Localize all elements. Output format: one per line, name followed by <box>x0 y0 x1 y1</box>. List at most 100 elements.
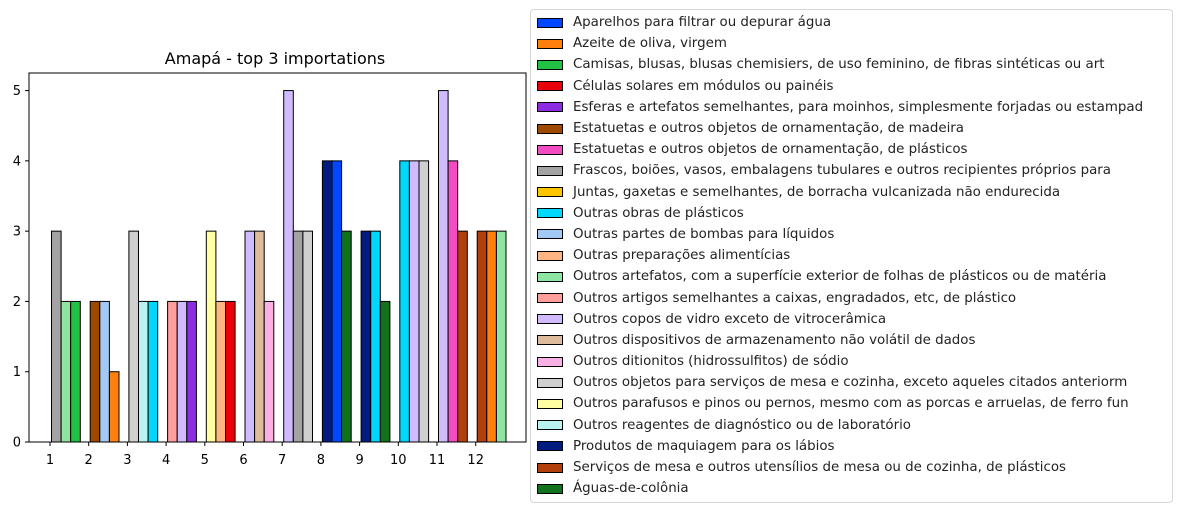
bar-11-3 <box>457 230 468 443</box>
legend-item: Outras preparações alimentícias <box>537 245 1172 266</box>
bar-11-1 <box>438 90 449 443</box>
x-tick-label: 8 <box>317 453 325 468</box>
bar-5-3 <box>225 300 236 443</box>
y-tick-label: 0 <box>13 436 21 451</box>
legend-swatch <box>537 208 563 219</box>
y-tick-label: 2 <box>13 295 21 310</box>
x-tick-label: 6 <box>239 453 247 468</box>
legend-item: Outras partes de bombas para líquidos <box>537 224 1172 245</box>
legend-swatch <box>537 250 563 261</box>
bar-7-3 <box>302 230 313 443</box>
legend-item: Águas-de-colônia <box>537 478 1172 499</box>
legend-item: Azeite de oliva, virgem <box>537 33 1172 54</box>
bar-7-1 <box>283 90 294 443</box>
legend-label: Frascos, boiões, vasos, embalagens tubul… <box>573 163 1112 179</box>
legend-label: Outros reagentes de diagnóstico ou de la… <box>573 417 911 433</box>
legend-label: Outros copos de vidro exceto de vitrocer… <box>573 311 887 327</box>
legend-swatch <box>537 293 563 304</box>
x-tick-label: 1 <box>46 453 54 468</box>
legend-item: Outros parafusos e pinos ou pernos, mesm… <box>537 393 1172 414</box>
legend-label: Outros objetos para serviços de mesa e c… <box>573 375 1128 391</box>
legend-item: Outros artefatos, com a superfície exter… <box>537 266 1172 287</box>
x-tick-label: 5 <box>201 453 209 468</box>
bar-4-3 <box>186 300 197 443</box>
bar-8-2 <box>331 160 343 443</box>
x-tick-label: 10 <box>390 453 407 468</box>
legend-swatch <box>537 187 563 198</box>
legend-label: Camisas, blusas, blusas chemisiers, de u… <box>573 57 1105 73</box>
legend-item: Outros dispositivos de armazenamento não… <box>537 330 1172 351</box>
legend-item: Juntas, gaxetas e semelhantes, de borrac… <box>537 182 1172 203</box>
bar-12-3 <box>495 230 507 443</box>
legend-swatch <box>537 420 563 431</box>
y-axis: 0 1 2 3 4 5 <box>13 84 29 451</box>
legend-label: Esferas e artefatos semelhantes, para mo… <box>573 99 1144 115</box>
legend-item: Células solares em módulos ou painéis <box>537 76 1172 97</box>
legend-label: Estatuetas e outros objetos de ornamenta… <box>573 142 968 158</box>
legend-label: Aparelhos para filtrar ou depurar água <box>573 15 832 31</box>
legend-swatch <box>537 123 563 134</box>
bar-2-3 <box>108 371 120 443</box>
bar-2-1 <box>89 300 101 443</box>
legend-swatch <box>537 229 563 240</box>
legend-item: Estatuetas e outros objetos de ornamenta… <box>537 118 1172 139</box>
bar-3-2 <box>138 300 149 443</box>
bar-9-2 <box>370 230 381 443</box>
legend-label: Águas-de-colônia <box>573 481 689 497</box>
legend-swatch <box>537 441 563 452</box>
x-tick-label: 2 <box>85 453 93 468</box>
legend: Aparelhos para filtrar ou depurar água Az… <box>530 9 1173 503</box>
legend-swatch <box>537 356 563 367</box>
legend-item: Outras obras de plásticos <box>537 203 1172 224</box>
bar-10-2 <box>408 160 420 443</box>
legend-swatch <box>537 17 563 28</box>
legend-item: Outros reagentes de diagnóstico ou de la… <box>537 415 1172 436</box>
x-tick-label: 12 <box>467 453 484 468</box>
legend-swatch <box>537 335 563 346</box>
legend-label: Juntas, gaxetas e semelhantes, de borrac… <box>573 184 1061 200</box>
bars-group <box>51 90 507 443</box>
bar-7-2 <box>292 230 304 443</box>
x-tick-label: 4 <box>162 453 170 468</box>
plot-frame <box>28 72 527 443</box>
bar-6-2 <box>254 230 265 443</box>
bar-1-1 <box>51 230 62 443</box>
bar-5-1 <box>205 230 217 443</box>
bar-1-3 <box>70 300 81 443</box>
bar-4-2 <box>176 300 188 443</box>
bar-10-3 <box>418 160 430 443</box>
legend-item: Aparelhos para filtrar ou depurar água <box>537 12 1172 33</box>
legend-label: Outras preparações alimentícias <box>573 248 791 264</box>
chart-title: Amapá - top 3 importations <box>165 49 385 68</box>
x-tick-label: 11 <box>429 453 446 468</box>
legend-label: Azeite de oliva, virgem <box>573 36 727 52</box>
bar-3-3 <box>147 300 159 443</box>
legend-label: Outros artefatos, com a superfície exter… <box>573 269 1107 285</box>
legend-label: Outros parafusos e pinos ou pernos, mesm… <box>573 396 1129 412</box>
legend-swatch <box>537 81 563 92</box>
legend-item: Outros copos de vidro exceto de vitrocer… <box>537 309 1172 330</box>
bar-4-1 <box>167 300 178 443</box>
legend-label: Outras partes de bombas para líquidos <box>573 226 835 242</box>
bar-3-1 <box>128 230 139 443</box>
bar-8-3 <box>341 230 352 443</box>
legend-swatch <box>537 144 563 155</box>
legend-item: Outros ditionitos (hidrossulfitos) de só… <box>537 351 1172 372</box>
bar-11-2 <box>447 160 459 443</box>
legend-label: Outras obras de plásticos <box>573 205 744 221</box>
legend-item: Produtos de maquiagem para os lábios <box>537 436 1172 457</box>
legend-label: Serviços de mesa e outros utensílios de … <box>573 460 1067 476</box>
bar-12-1 <box>476 230 488 443</box>
legend-item: Estatuetas e outros objetos de ornamenta… <box>537 139 1172 160</box>
bar-5-2 <box>215 300 226 443</box>
legend-label: Outros ditionitos (hidrossulfitos) de só… <box>573 354 849 370</box>
bar-1-2 <box>60 300 72 443</box>
bar-9-1 <box>360 230 372 443</box>
x-tick-label: 9 <box>355 453 363 468</box>
legend-label: Outros artigos semelhantes a caixas, eng… <box>573 290 1017 306</box>
y-tick-label: 5 <box>13 84 21 99</box>
y-tick-label: 4 <box>13 154 21 169</box>
bar-10-1 <box>399 160 410 443</box>
bar-6-1 <box>244 230 256 443</box>
legend-item: Camisas, blusas, blusas chemisiers, de u… <box>537 54 1172 75</box>
